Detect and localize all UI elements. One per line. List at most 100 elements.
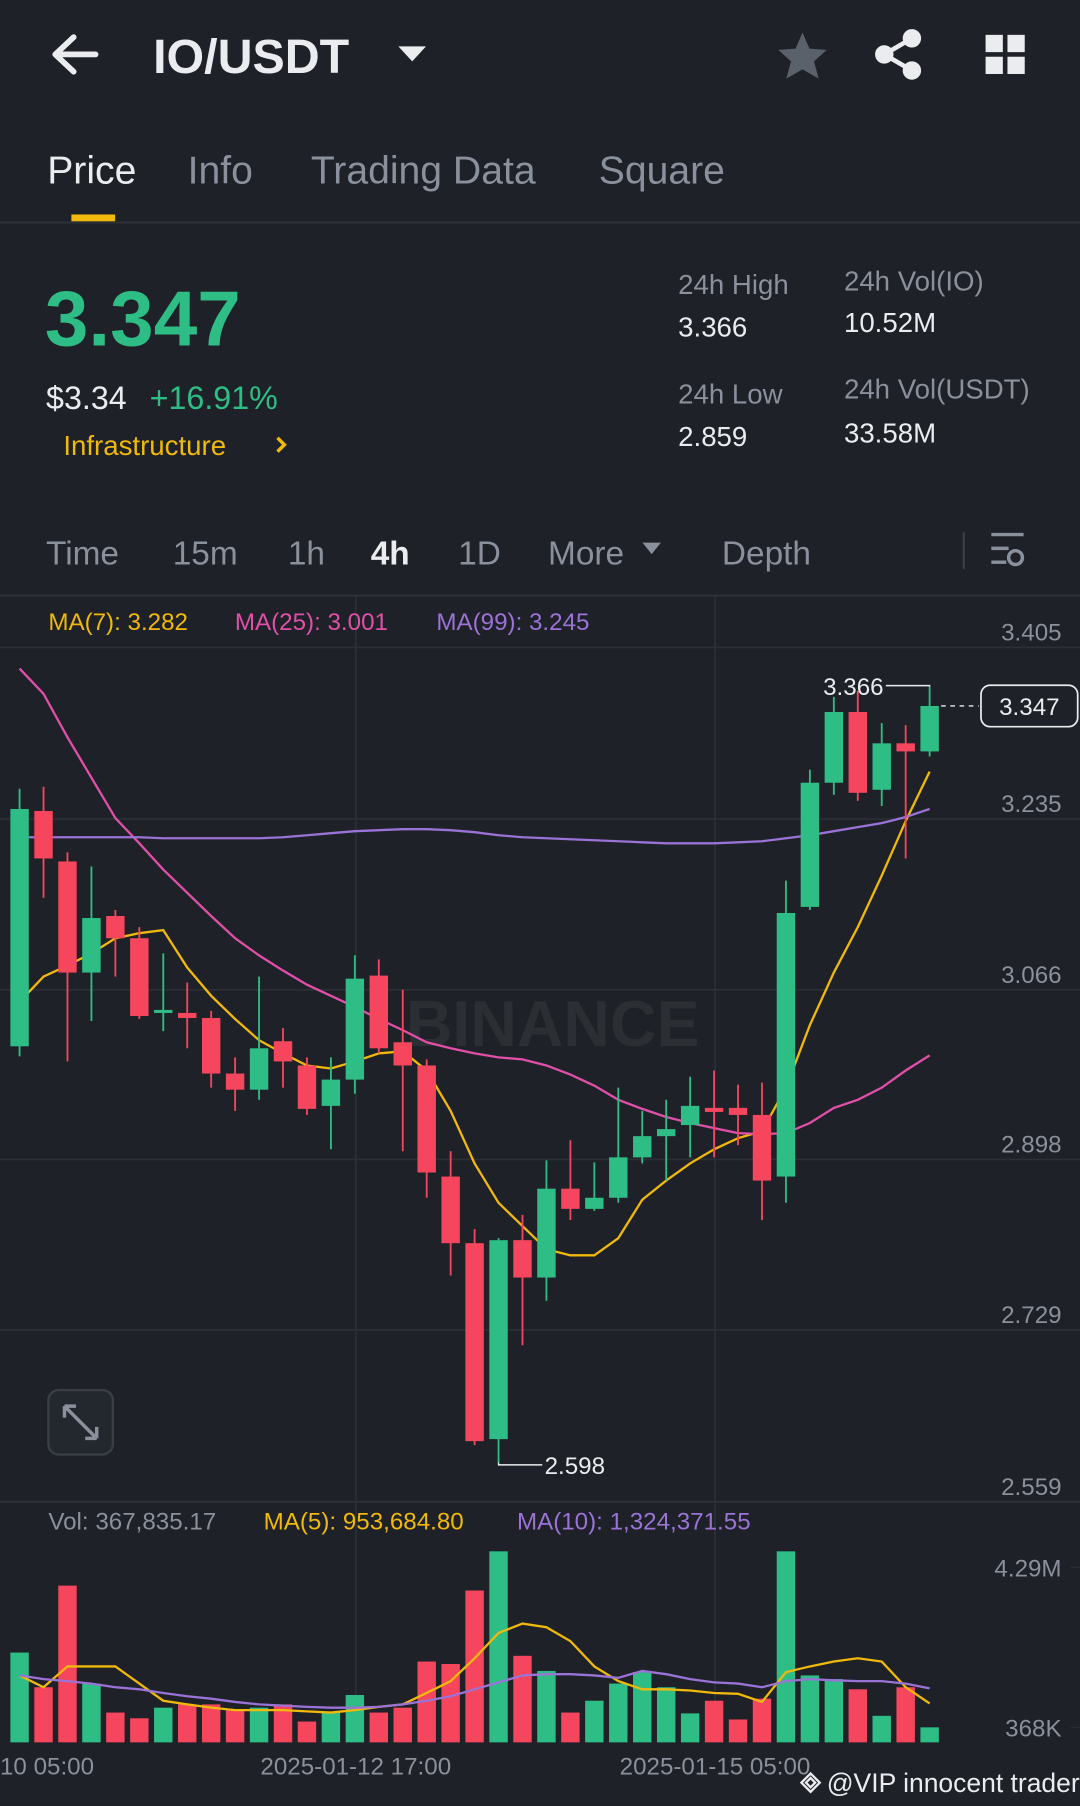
stat-label: 24h High <box>678 269 789 300</box>
volume-bar <box>561 1712 580 1743</box>
more-dropdown[interactable] <box>642 542 661 555</box>
candle-body <box>776 912 796 1177</box>
volume-ma-line <box>19 1669 930 1709</box>
volume-bar <box>130 1718 149 1743</box>
interval[interactable]: 4h <box>371 535 410 572</box>
ma-legend: MA(25): 3.001 <box>235 609 388 636</box>
favorite-star[interactable] <box>778 32 827 79</box>
y-tick-label: 2.559 <box>1001 1474 1061 1501</box>
volume-bar <box>776 1551 796 1743</box>
volume-bar <box>369 1712 389 1743</box>
x-tick-label: 2025-01-12 17:00 <box>260 1754 451 1781</box>
volume-bar <box>345 1695 365 1743</box>
candle-body <box>513 1240 532 1278</box>
last-price-label: 3.347 <box>999 694 1059 721</box>
volume-bar <box>249 1707 269 1743</box>
candle-body <box>489 1240 508 1440</box>
stat-label: 24h Vol(USDT) <box>844 374 1030 405</box>
volume-bar <box>297 1721 317 1743</box>
interval[interactable]: Time <box>46 535 119 572</box>
volume-bar <box>609 1683 628 1743</box>
volume-bar <box>704 1700 724 1743</box>
volume-bar <box>465 1590 484 1743</box>
candle-body <box>704 1107 724 1112</box>
volume-bar <box>321 1712 341 1743</box>
x-tick-label: 2025-01-15 05:00 <box>620 1754 811 1781</box>
interval[interactable]: Depth <box>722 535 811 572</box>
grid-menu[interactable] <box>985 34 1025 75</box>
candle-body <box>848 712 867 793</box>
fullscreen-button[interactable] <box>47 1388 114 1456</box>
chart-settings[interactable] <box>991 532 1025 567</box>
volume-bar <box>633 1672 652 1743</box>
back-button[interactable] <box>52 34 99 75</box>
candle-body <box>609 1157 628 1198</box>
volume-bar <box>58 1585 77 1743</box>
candle-body <box>824 712 844 783</box>
candle-body <box>178 1012 197 1019</box>
y-tick-label: 3.066 <box>1001 962 1061 989</box>
candle-body <box>34 810 53 859</box>
sector-arrow[interactable] <box>276 436 287 453</box>
volume-bar <box>273 1704 293 1743</box>
candle-body <box>561 1188 580 1209</box>
candle-body <box>752 1114 772 1181</box>
tab-indicator <box>71 214 116 222</box>
volume-bar <box>417 1661 436 1743</box>
candle-body <box>106 916 125 939</box>
volume-bar <box>585 1700 604 1743</box>
candle-body <box>321 1079 341 1106</box>
max-pointer <box>885 684 931 687</box>
interval[interactable]: 15m <box>173 535 238 572</box>
min-pointer <box>497 1462 543 1466</box>
ma-legend: MA(99): 3.245 <box>436 609 589 636</box>
sector-tag[interactable]: Infrastructure <box>63 430 226 461</box>
volume-bar <box>34 1687 53 1743</box>
candle-body <box>585 1197 604 1209</box>
candle-body <box>130 938 149 1016</box>
volume-bar <box>154 1707 173 1743</box>
candle-body <box>417 1065 436 1173</box>
pair-dropdown[interactable] <box>398 46 427 62</box>
tab[interactable]: Trading Data <box>311 149 536 192</box>
candle-body <box>465 1243 484 1442</box>
share-button[interactable] <box>875 29 922 80</box>
min-label: 2.598 <box>545 1453 605 1480</box>
x-tick-label: 10 05:00 <box>0 1754 94 1781</box>
interval[interactable]: 1h <box>288 535 325 572</box>
y-tick-label: 4.29M <box>994 1555 1061 1582</box>
price-change: +16.91% <box>150 380 278 416</box>
brand-watermark: BINANCE <box>406 988 700 1060</box>
tab[interactable]: Info <box>188 149 253 192</box>
volume-legend: Vol: 367,835.17 <box>48 1508 216 1535</box>
volume-legend: MA(10): 1,324,371.55 <box>517 1508 751 1535</box>
candle-body <box>728 1107 748 1115</box>
y-tick-label: 3.235 <box>1001 791 1061 818</box>
volume-bar <box>489 1551 508 1743</box>
pair-title[interactable]: IO/USDT <box>153 30 350 84</box>
candle-body <box>82 918 101 973</box>
fiat-price: $3.34 <box>46 380 127 416</box>
interval[interactable]: 1D <box>458 535 501 572</box>
ma-line <box>19 807 930 845</box>
candle-body <box>680 1105 700 1126</box>
watermark-icon <box>799 1771 822 1794</box>
candle-body <box>633 1136 652 1158</box>
stat-value: 3.366 <box>678 312 747 343</box>
ma-legend: MA(7): 3.282 <box>48 609 188 636</box>
y-tick-label: 3.405 <box>1001 619 1061 646</box>
volume-bar <box>225 1710 245 1743</box>
interval[interactable]: More <box>548 535 624 572</box>
candle-body <box>920 705 939 752</box>
volume-bar <box>824 1679 844 1743</box>
candle-body <box>537 1188 556 1278</box>
candle-body <box>10 808 29 1047</box>
tab[interactable]: Square <box>599 149 725 192</box>
volume-bar <box>201 1704 221 1743</box>
tab[interactable]: Price <box>47 149 136 192</box>
volume-bar <box>896 1687 915 1743</box>
candle-body <box>273 1041 293 1062</box>
stat-label: 24h Low <box>678 378 783 409</box>
